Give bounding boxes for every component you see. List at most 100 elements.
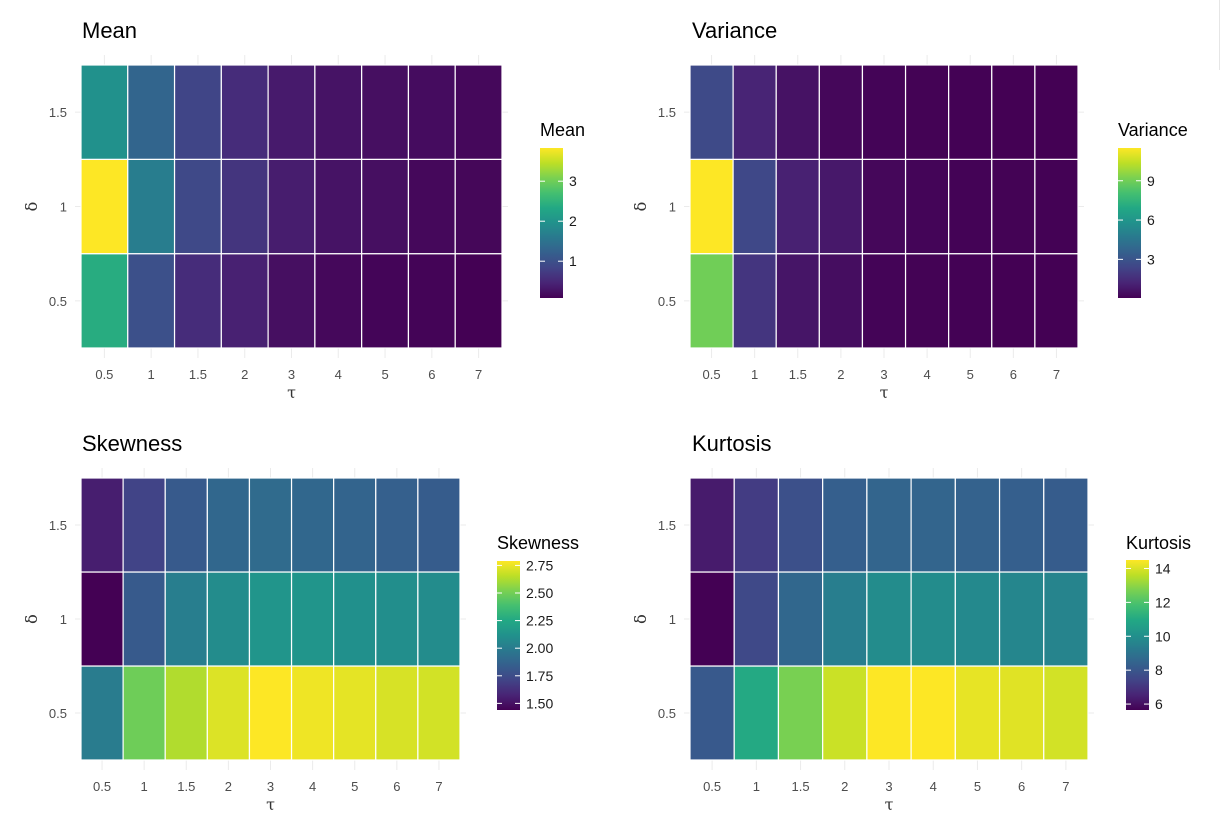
x-tick-label: 5 [351, 779, 358, 794]
heatmap-tile [1043, 477, 1089, 573]
y-tick-label: 1 [60, 200, 67, 215]
heatmap-tile [689, 477, 735, 573]
heatmap-tile [818, 64, 864, 160]
x-tick-label: 2 [837, 367, 844, 382]
heatmap-tile [689, 64, 734, 160]
heatmap-tile [164, 477, 208, 573]
heatmap-tile [80, 571, 124, 667]
x-tick-label: 3 [880, 367, 887, 382]
heatmap-tile [732, 158, 777, 255]
heatmap-tile [127, 253, 176, 349]
heatmap-tile [998, 477, 1045, 573]
heatmap-tile [267, 253, 316, 349]
heatmap-tile [818, 253, 864, 349]
heatmap-tile [861, 64, 907, 160]
x-tick-label: 1 [148, 367, 155, 382]
panel-title: Mean [82, 18, 137, 43]
legend-tick-label: 6 [1155, 696, 1163, 712]
heatmap-tile [866, 477, 912, 573]
heatmap-tile [164, 665, 208, 761]
legend-tick-label: 3 [1147, 251, 1155, 267]
heatmap-tile [1043, 665, 1089, 761]
panel-mean: Mean 0.5 1 1.5 2 3 4 5 6 7 0.5 1 1.5 τ δ Mean 1 2 3 [22, 18, 585, 402]
heatmap-tile [407, 253, 456, 349]
y-tick-label: 1 [669, 612, 676, 627]
heatmap-tile [80, 158, 129, 255]
heatmap-tile [314, 64, 363, 160]
y-tick-label: 1.5 [658, 518, 676, 533]
y-tick-label: 0.5 [49, 294, 67, 309]
heatmap-tile [417, 477, 461, 573]
heatmap-tile [689, 571, 735, 667]
legend-tick-label: 2.75 [526, 557, 553, 573]
heatmap-tile [454, 158, 503, 255]
x-tick-label: 2 [241, 367, 248, 382]
heatmap-tile [314, 158, 363, 255]
legend-title: Kurtosis [1126, 533, 1191, 553]
heatmap-tile [733, 665, 780, 761]
heatmap-tile [173, 64, 222, 160]
y-tick-label: 0.5 [49, 706, 67, 721]
x-tick-label: 1.5 [189, 367, 207, 382]
heatmap-tile [122, 571, 166, 667]
y-axis-label: δ [631, 202, 650, 212]
x-tick-label: 0.5 [95, 367, 113, 382]
heatmap-tile [861, 253, 907, 349]
heatmap-tile [122, 477, 166, 573]
heatmap-tile [333, 665, 377, 761]
x-tick-label: 2 [841, 779, 848, 794]
colorbar-legend: Variance 3 6 9 [1118, 120, 1188, 298]
heatmap-tile [954, 665, 1001, 761]
x-axis-label: τ [266, 795, 275, 814]
y-tick-label: 0.5 [658, 294, 676, 309]
y-tick-label: 1 [60, 612, 67, 627]
heatmap-tile [454, 253, 503, 349]
heatmap-tile [206, 571, 251, 667]
heatmap-tile [407, 158, 456, 255]
heatmap-tile [290, 571, 335, 667]
x-tick-label: 6 [393, 779, 400, 794]
x-tick-label: 3 [288, 367, 295, 382]
legend-tick-label: 2.00 [526, 640, 553, 656]
heatmap-tile [407, 64, 456, 160]
heatmap-tile [80, 665, 124, 761]
panel-title: Variance [692, 18, 777, 43]
heatmap-tile [866, 571, 912, 667]
y-axis-label: δ [22, 202, 41, 212]
y-tick-label: 1.5 [49, 105, 67, 120]
heatmap-tile [173, 253, 222, 349]
heatmap-tile [775, 253, 820, 349]
x-tick-label: 0.5 [703, 779, 721, 794]
x-tick-label: 0.5 [93, 779, 111, 794]
legend-tick-label: 3 [569, 173, 577, 189]
heatmap-tile [267, 64, 316, 160]
heatmap-tile [375, 665, 419, 761]
heatmap-tile [991, 158, 1036, 255]
heatmap-tile [80, 477, 124, 573]
heatmap-tile [80, 64, 129, 160]
heatmap-tile [1034, 253, 1079, 349]
x-tick-label: 6 [428, 367, 435, 382]
panel-kurtosis: Kurtosis 0.5 1 1.5 2 3 4 5 6 7 0.5 1 1.5 τ δ Kurtosis 6 8… [631, 431, 1191, 814]
colorbar [497, 561, 520, 710]
heatmap-tile [333, 477, 377, 573]
heatmap-tile [910, 665, 956, 761]
heatmap-tile [375, 477, 419, 573]
colorbar-legend: Skewness 1.50 1.75 2.00 2.25 2.50 2.75 [497, 533, 579, 711]
heatmap-tile [732, 253, 777, 349]
heatmap-tile [866, 665, 912, 761]
legend-tick-label: 2.25 [526, 613, 553, 629]
heatmap-tile [220, 158, 269, 255]
heatmap-tile [777, 571, 824, 667]
heatmap-tile [689, 665, 735, 761]
colorbar-legend: Mean 1 2 3 [540, 120, 585, 298]
heatmap-tile [689, 158, 734, 255]
x-tick-label: 1.5 [789, 367, 807, 382]
heatmap-tile [904, 158, 950, 255]
legend-tick-label: 2 [569, 213, 577, 229]
heatmap-tile [904, 253, 950, 349]
x-tick-label: 5 [381, 367, 388, 382]
heatmap-tile [248, 665, 293, 761]
heatmap-tile [80, 253, 129, 349]
